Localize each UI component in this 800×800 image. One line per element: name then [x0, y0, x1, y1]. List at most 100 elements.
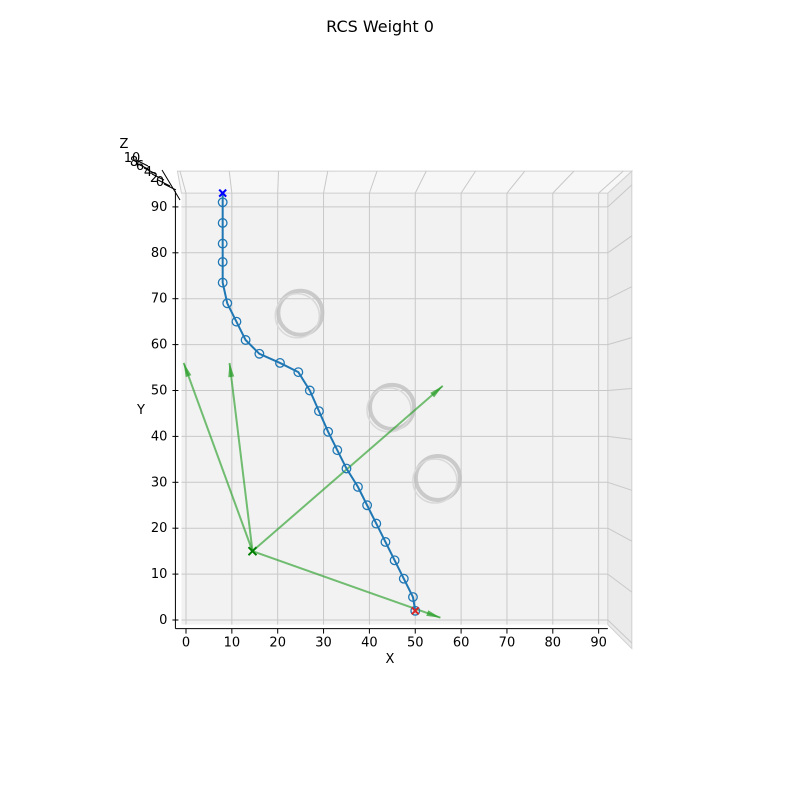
trajectory-point: [240, 335, 251, 345]
y-tick-label: 10: [151, 567, 168, 582]
trajectory-line: [221, 193, 417, 611]
x-axis-label: X: [386, 652, 395, 667]
trajectory-point: [275, 358, 285, 368]
z-tick-label: 4: [144, 165, 152, 180]
z-tick-mark: [157, 179, 171, 187]
trajectory-point: [231, 316, 242, 327]
axes: [135, 159, 608, 634]
x-tick-label: 10: [224, 636, 241, 651]
trajectory-point: [362, 500, 373, 511]
x-grid-depth-line: [598, 170, 624, 194]
x-tick-label: 0: [182, 636, 190, 651]
trajectory-point: [222, 298, 233, 309]
start-marker: [218, 188, 227, 198]
z-axis-line: [161, 169, 181, 201]
z-tick-label: 10: [124, 151, 141, 166]
frame-arrow: [182, 362, 254, 552]
y-grid-depth-line: [607, 184, 633, 208]
x-grid-depth-line: [228, 171, 233, 194]
z-tick-mark: [151, 173, 165, 181]
z-tick-label: 8: [130, 155, 138, 170]
frame-arrow-head: [183, 362, 192, 378]
trajectory-point: [293, 367, 304, 378]
y-tick-label: 0: [159, 613, 167, 628]
trajectory-point: [352, 481, 363, 492]
x-tick-label: 20: [269, 636, 286, 651]
back-pane: [181, 193, 608, 625]
trajectory-point: [217, 257, 228, 267]
y-tick-label: 40: [151, 429, 168, 444]
x-tick-labels: 0 10 20 30 40 50 60 70 80 90: [182, 636, 607, 651]
frame-origin-marker: [247, 546, 258, 556]
z-tick-label: 6: [136, 159, 144, 174]
trajectory-point: [332, 445, 343, 456]
x-grid-depth-line: [179, 170, 187, 194]
trajectory-point: [304, 385, 315, 396]
x-grid-depth-line: [506, 170, 526, 194]
obstacle-outline: [412, 458, 458, 504]
trajectory-point: [341, 463, 352, 474]
x-grid-depth-line: [368, 170, 378, 194]
y-grid-depth-line: [607, 235, 633, 254]
x-grid-depth-line: [552, 170, 575, 194]
x-grid-depth-line: [460, 170, 476, 194]
y-grid-depth-line: [607, 481, 632, 491]
z-tick-mark: [135, 159, 149, 167]
y-grid-depth-line: [607, 286, 633, 300]
chart-title: RCS Weight 0: [326, 17, 434, 36]
trajectory-point: [408, 592, 418, 603]
obstacle-outline: [274, 292, 321, 339]
grid-lines: [179, 170, 633, 644]
x-tick-label: 50: [407, 636, 424, 651]
y-tick-label: 60: [151, 338, 168, 353]
trajectory-point: [217, 238, 228, 249]
y-grid-depth-line: [607, 573, 633, 593]
z-tick-label: 0: [156, 175, 164, 190]
trajectory-point: [323, 426, 334, 437]
frame-arrow-head: [228, 362, 235, 378]
x-tick-label: 90: [590, 636, 607, 651]
endpoints: [218, 188, 421, 616]
frame-arrow-head: [430, 385, 443, 398]
obstacle-sphere: [276, 288, 325, 337]
trajectory-point: [217, 197, 228, 208]
trajectory-point: [254, 348, 265, 359]
plot-pane: [176, 169, 634, 650]
trajectory-point: [314, 406, 324, 417]
y-grid-depth-line: [607, 619, 633, 644]
x-grid-depth-line: [323, 171, 329, 194]
x-grid-depth-line: [277, 171, 279, 194]
goal-marker: [411, 606, 420, 616]
trajectory: [217, 193, 418, 611]
x-tick-label: 60: [453, 636, 470, 651]
y-tick-label: 70: [151, 292, 168, 307]
frame-arrow-head: [426, 610, 441, 618]
trajectory-point: [398, 573, 409, 584]
z-axis-label: Z: [120, 137, 129, 152]
trajectory-point: [371, 518, 382, 529]
trajectory-point: [217, 277, 228, 288]
y-tick-labels: 0 10 20 30 40 50 60 70 80 90: [151, 200, 168, 628]
z-tick-label: 2: [150, 171, 158, 186]
trajectory-point: [389, 555, 400, 566]
trajectory-point: [380, 537, 391, 547]
obstacle-sphere: [413, 453, 462, 503]
frame-arrow: [228, 362, 254, 552]
y-tick-label: 20: [151, 521, 168, 536]
x-tick-label: 40: [361, 636, 378, 651]
z-tick-mark: [137, 163, 151, 171]
x-tick-label: 30: [315, 636, 332, 651]
z-tick-mark: [163, 183, 177, 191]
trajectory-point: [217, 218, 228, 228]
y-tick-label: 90: [151, 200, 168, 215]
y-axis-label: Y: [136, 403, 145, 418]
y-tick-label: 30: [151, 475, 168, 490]
x-tick-label: 80: [545, 636, 562, 651]
x-tick-label: 70: [499, 636, 516, 651]
y-grid-depth-line: [607, 337, 632, 346]
y-grid-depth-line: [607, 527, 633, 542]
goal-circle: [410, 605, 421, 616]
y-grid-depth-line: [607, 435, 632, 440]
